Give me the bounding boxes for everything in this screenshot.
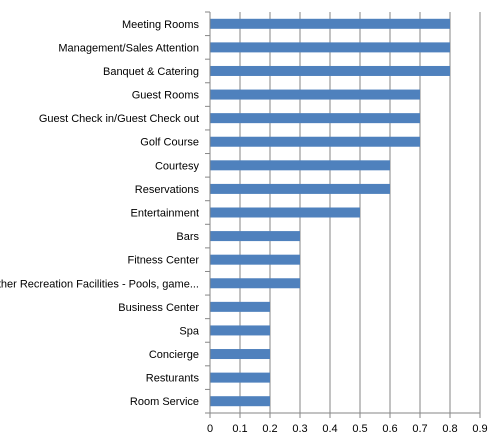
category-label: Reservations	[135, 184, 200, 196]
x-tick-label: 0	[207, 423, 213, 435]
x-tick-label: 0.3	[292, 423, 307, 435]
bars	[210, 18, 450, 407]
bar	[210, 160, 390, 171]
x-tick-label: 0.2	[262, 423, 277, 435]
bar	[210, 183, 390, 194]
category-label: Bars	[176, 231, 199, 243]
bar	[210, 231, 300, 242]
bar	[210, 89, 420, 100]
bar	[210, 396, 270, 407]
category-label: Other Recreation Facilities - Pools, gam…	[0, 278, 199, 290]
bar	[210, 65, 450, 76]
x-tick-label: 0.5	[352, 423, 367, 435]
x-tick-label: 0.7	[412, 423, 427, 435]
bar	[210, 301, 270, 312]
category-label: Courtesy	[155, 160, 200, 172]
bar	[210, 325, 270, 336]
bar	[210, 42, 450, 53]
x-tick-label: 0.9	[472, 423, 487, 435]
x-tick-label: 0.6	[382, 423, 397, 435]
bar	[210, 349, 270, 360]
category-label: Resturants	[146, 373, 200, 385]
bar	[210, 207, 360, 218]
bar	[210, 136, 420, 147]
category-label: Golf Course	[140, 137, 199, 149]
bar	[210, 18, 450, 29]
category-label: Concierge	[149, 349, 199, 361]
bar	[210, 254, 300, 265]
category-label: Spa	[179, 325, 199, 337]
x-tick-label: 0.4	[322, 423, 337, 435]
category-label: Business Center	[118, 302, 199, 314]
axes	[205, 11, 481, 418]
category-label: Management/Sales Attention	[58, 42, 199, 54]
category-label: Banquet & Catering	[103, 66, 199, 78]
bar	[210, 278, 300, 289]
bar	[210, 372, 270, 383]
category-label: Room Service	[130, 396, 199, 408]
category-label: Meeting Rooms	[122, 19, 200, 31]
category-labels: Meeting Rooms Management/Sales Attention B…	[0, 19, 200, 408]
x-tick-label: 0.1	[232, 423, 247, 435]
category-label: Guest Rooms	[132, 90, 200, 102]
bar	[210, 113, 420, 124]
category-label: Fitness Center	[127, 255, 199, 267]
category-label: Entertainment	[131, 208, 199, 220]
x-tick-labels: 0 0.1 0.2 0.3 0.4 0.5 0.6 0.7 0.8 0.9	[207, 423, 488, 435]
x-tick-label: 0.8	[442, 423, 457, 435]
category-label: Guest Check in/Guest Check out	[39, 113, 199, 125]
